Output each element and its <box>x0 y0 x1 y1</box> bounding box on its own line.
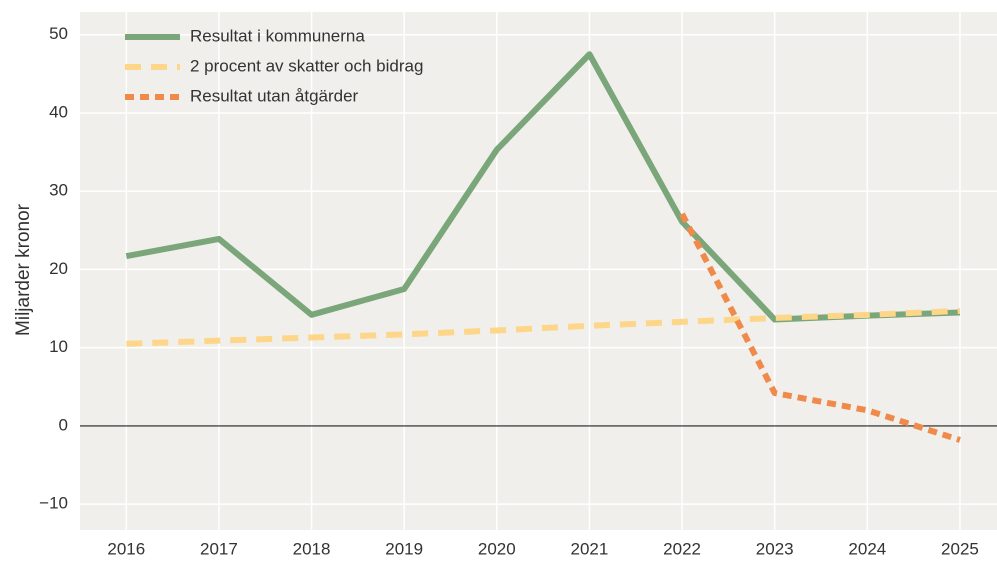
y-axis-label: Miljarder kronor <box>13 203 34 336</box>
x-tick-label: 2017 <box>200 539 238 558</box>
x-tick-label: 2023 <box>756 539 794 558</box>
series-line <box>125 51 961 323</box>
x-tick-label: 2019 <box>385 539 423 558</box>
y-tick-label: 20 <box>49 259 68 278</box>
plot-area <box>80 12 997 530</box>
series-line <box>126 307 961 347</box>
y-tick-label: −10 <box>39 494 68 513</box>
legend-label: Resultat utan åtgärder <box>190 86 359 105</box>
y-tick-label: 40 <box>49 102 68 121</box>
x-tick-label: 2016 <box>107 539 145 558</box>
legend-label: Resultat i kommunerna <box>190 26 365 45</box>
y-tick-label: 0 <box>59 415 68 434</box>
x-tick-label: 2020 <box>478 539 516 558</box>
y-tick-label: 50 <box>49 24 68 43</box>
series-line <box>679 212 961 443</box>
x-tick-label: 2025 <box>941 539 979 558</box>
y-tick-label: 30 <box>49 181 68 200</box>
x-tick-label: 2024 <box>848 539 886 558</box>
legend-label: 2 procent av skatter och bidrag <box>190 56 423 75</box>
x-tick-label: 2022 <box>663 539 701 558</box>
x-tick-label: 2021 <box>571 539 609 558</box>
x-tick-label: 2018 <box>293 539 331 558</box>
y-tick-label: 10 <box>49 337 68 356</box>
